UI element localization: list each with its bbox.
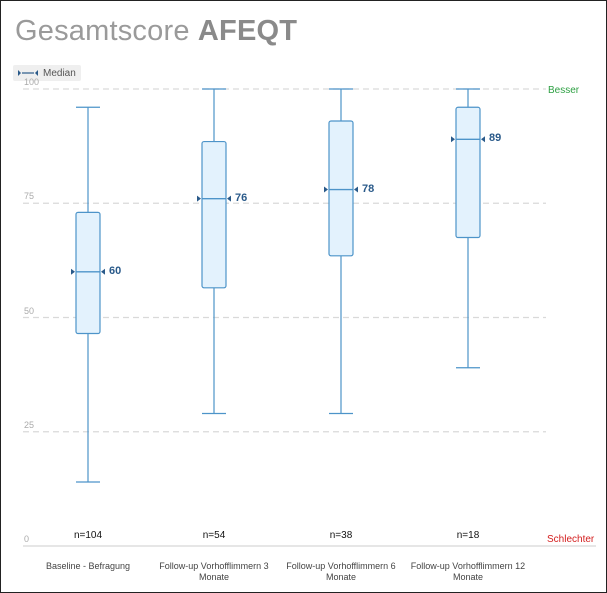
x-category-label: Follow-up Vorhofflimmern 6 Monate <box>286 561 396 582</box>
median-value-label: 89 <box>489 132 502 145</box>
median-marker-right <box>481 136 485 143</box>
box-iqr <box>455 106 481 239</box>
y-tick-label: 100 <box>24 77 40 87</box>
n-count-label: n=54 <box>202 530 226 541</box>
box-iqr <box>328 120 354 257</box>
y-tick-label: 0 <box>24 534 30 544</box>
x-category-label: Follow-up Vorhofflimmern 3 Monate <box>159 561 269 582</box>
median-marker-right <box>354 186 358 193</box>
n-count-label: n=38 <box>329 530 353 541</box>
worse-annotation: Schlechter <box>547 534 595 545</box>
title-light: Gesamtscore <box>15 15 198 47</box>
median-marker-left <box>451 136 455 143</box>
legend-label: Median <box>43 67 76 79</box>
better-annotation: Besser <box>548 85 580 96</box>
x-category-label: Follow-up Vorhofflimmern 12 Monate <box>410 561 526 582</box>
median-value-label: 76 <box>235 191 248 204</box>
x-category-label: Baseline - Befragung <box>45 561 131 571</box>
median-marker-left <box>71 268 75 275</box>
n-count-label: n=18 <box>456 530 480 541</box>
y-tick-label: 75 <box>24 191 35 202</box>
box-iqr <box>75 211 101 335</box>
n-count-label: n=104 <box>73 530 103 541</box>
chart-title: Gesamtscore AFEQT <box>15 15 297 48</box>
box-iqr <box>201 140 227 289</box>
median-marker-right <box>101 268 105 275</box>
y-tick-label: 25 <box>24 419 35 430</box>
y-tick-label: 50 <box>24 305 35 316</box>
median-marker-left <box>197 195 201 202</box>
median-legend-icon <box>18 70 38 76</box>
median-value-label: 60 <box>109 264 122 277</box>
median-marker-left <box>324 186 328 193</box>
legend[interactable]: Median <box>13 65 81 81</box>
title-bold: AFEQT <box>197 15 298 47</box>
median-value-label: 78 <box>362 182 375 195</box>
median-marker-right <box>227 195 231 202</box>
